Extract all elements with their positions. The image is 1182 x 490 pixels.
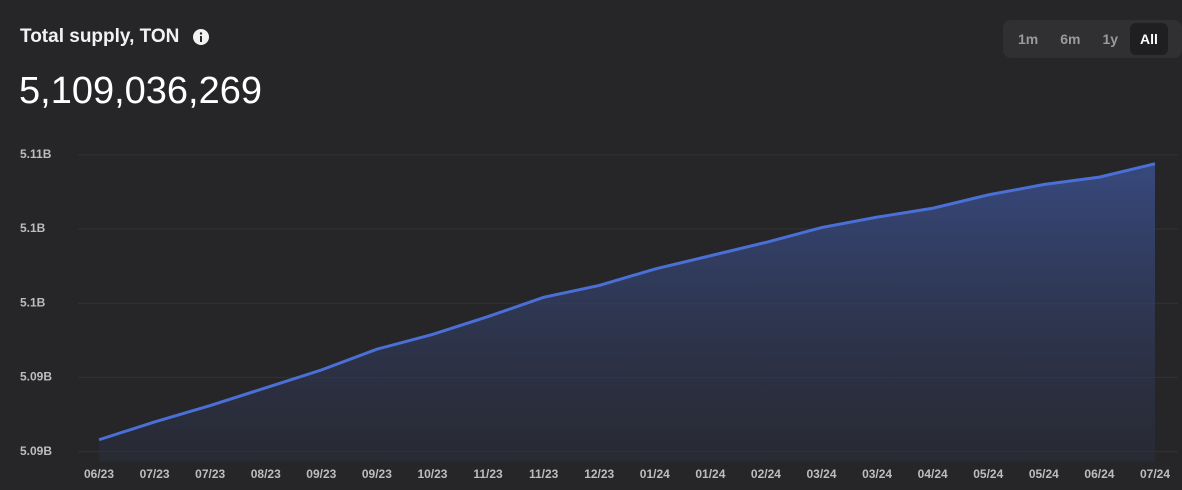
x-tick-label: 03/24 xyxy=(862,467,892,481)
x-tick-label: 05/24 xyxy=(1029,467,1059,481)
y-tick-label: 5.1B xyxy=(20,295,46,309)
info-icon[interactable] xyxy=(193,29,209,45)
x-tick-label: 05/24 xyxy=(973,467,1003,481)
line xyxy=(98,162,1156,442)
x-tick-label: 02/24 xyxy=(751,467,781,481)
total-value: 5,109,036,269 xyxy=(19,70,263,112)
title: Total supply, TON xyxy=(20,26,180,47)
range-selector: 1m 6m 1y All xyxy=(1003,20,1182,58)
x-tick-label: 10/23 xyxy=(417,467,447,481)
y-tick-label: 5.1B xyxy=(20,221,46,235)
x-tick-label: 09/23 xyxy=(306,467,336,481)
y-tick-label: 5.09B xyxy=(20,444,52,458)
range-button[interactable]: 6m xyxy=(1060,31,1081,47)
x-tick-label: 07/23 xyxy=(195,467,225,481)
x-tick-label: 11/23 xyxy=(529,467,559,481)
x-tick-label: 09/23 xyxy=(362,467,392,481)
x-tick-label: 06/24 xyxy=(1084,467,1114,481)
y-tick-label: 5.09B xyxy=(20,370,52,384)
area-fill xyxy=(99,163,1155,462)
x-tick-label: 01/24 xyxy=(640,467,670,481)
x-tick-label: 06/23 xyxy=(84,467,114,481)
x-tick-label: 11/23 xyxy=(473,467,503,481)
range-button[interactable]: All xyxy=(1130,23,1168,55)
x-tick-label: 07/23 xyxy=(140,467,170,481)
x-tick-label: 03/24 xyxy=(807,467,837,481)
range-button[interactable]: 1m xyxy=(1018,31,1039,47)
x-tick-label: 04/24 xyxy=(918,467,948,481)
x-tick-label: 08/23 xyxy=(251,467,281,481)
x-tick-label: 01/24 xyxy=(695,467,725,481)
y-tick-label: 5.11B xyxy=(20,147,52,161)
range-button[interactable]: 1y xyxy=(1102,31,1119,47)
x-tick-label: 07/24 xyxy=(1140,467,1170,481)
x-tick-label: 12/23 xyxy=(584,467,614,481)
